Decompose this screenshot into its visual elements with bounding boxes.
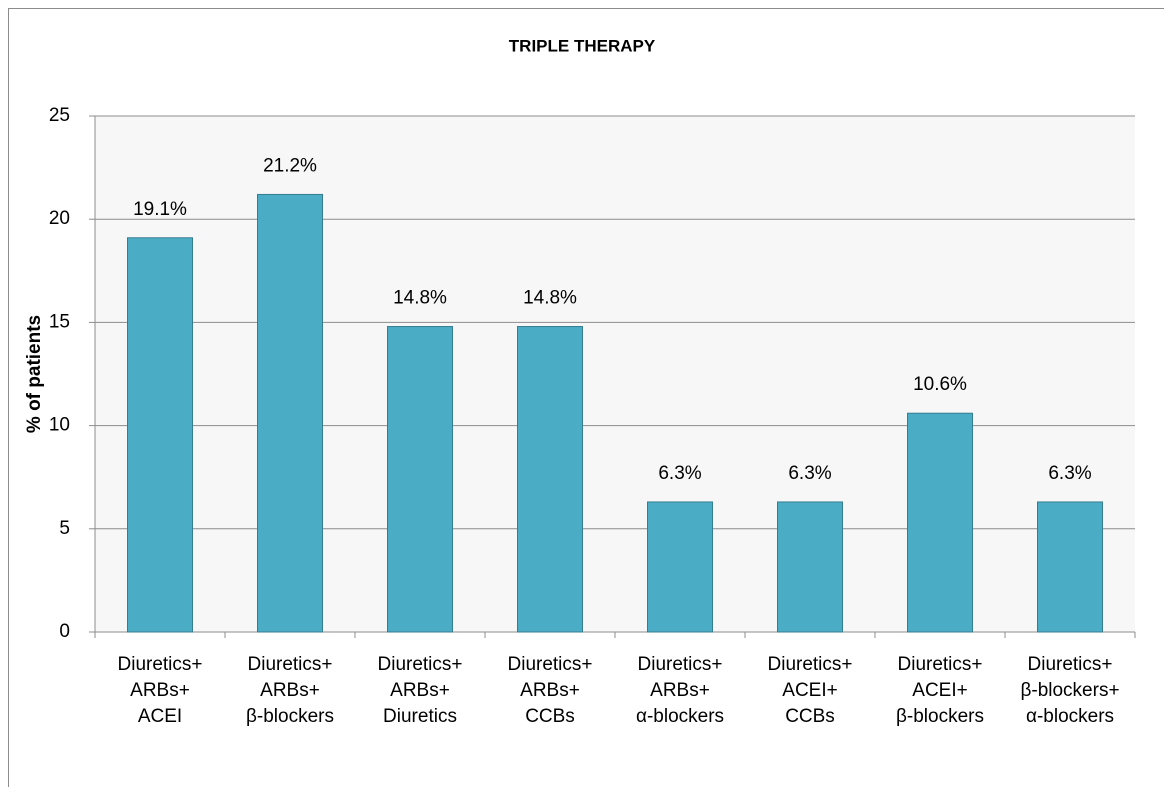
x-tick-label-line: Diuretics+ [508, 654, 593, 675]
x-tick-label-line: β-blockers [246, 706, 334, 727]
bar [127, 237, 193, 633]
x-tick-label-line: ARBs+ [520, 680, 580, 701]
x-tick-label-line: ACEI+ [912, 680, 967, 701]
x-tick-label-line: ACEI+ [782, 680, 837, 701]
data-label: 6.3% [658, 463, 701, 484]
y-tick-label: 0 [59, 621, 70, 642]
x-tick-label: Diuretics+ ACEI+ CCBs [768, 654, 853, 727]
x-tick-label-line: Diuretics+ [118, 654, 203, 675]
x-tick-label-line: β-blockers+ [1020, 680, 1119, 701]
x-tick-label-line: ARBs+ [260, 680, 320, 701]
x-tick-label: Diuretics+ ACEI+ β-blockers [896, 654, 984, 727]
x-tick-label-line: Diuretics [383, 706, 457, 727]
data-label: 19.1% [133, 199, 187, 220]
bar [777, 501, 843, 633]
y-tick-label: 20 [49, 208, 70, 229]
bar [1037, 501, 1103, 633]
data-label: 6.3% [1048, 463, 1091, 484]
data-label: 10.6% [913, 374, 967, 395]
y-axis-title: % of patients [24, 315, 45, 433]
x-tick-label-line: Diuretics+ [768, 654, 853, 675]
x-tick-label: Diuretics+ ARBs+ ACEI [118, 654, 203, 727]
y-tick-label: 25 [49, 105, 70, 126]
x-tick-label-line: β-blockers [896, 706, 984, 727]
bar [257, 193, 323, 633]
x-tick-label: Diuretics+ ARBs+ α-blockers [636, 654, 724, 727]
data-label: 6.3% [788, 463, 831, 484]
x-tick-label: Diuretics+ ARBs+ CCBs [508, 654, 593, 727]
x-tick-label-line: Diuretics+ [248, 654, 333, 675]
y-tick-label: 10 [49, 415, 70, 436]
x-tick-label: Diuretics+ β-blockers+ α-blockers [1020, 654, 1119, 727]
plot-area [95, 116, 1135, 632]
y-tick-label: 5 [59, 518, 70, 539]
x-tick-label-line: α-blockers [636, 706, 724, 727]
x-tick-label-line: ARBs+ [390, 680, 450, 701]
y-tick-label: 15 [49, 311, 70, 332]
bar [907, 412, 973, 633]
x-tick-label-line: CCBs [785, 706, 835, 727]
data-label: 14.8% [393, 288, 447, 309]
x-tick-label-line: Diuretics+ [378, 654, 463, 675]
x-tick-label-line: Diuretics+ [1028, 654, 1113, 675]
bar [647, 501, 713, 633]
bar [517, 326, 583, 633]
data-label: 14.8% [523, 288, 577, 309]
bar [387, 326, 453, 633]
x-tick-label-line: Diuretics+ [898, 654, 983, 675]
x-tick-label-line: ARBs+ [130, 680, 190, 701]
chart-title: TRIPLE THERAPY [509, 36, 656, 55]
x-tick-label-line: Diuretics+ [638, 654, 723, 675]
x-tick-label-line: CCBs [525, 706, 575, 727]
x-tick-label: Diuretics+ ARBs+ Diuretics [378, 654, 463, 727]
data-label: 21.2% [263, 155, 317, 176]
x-tick-label-line: ACEI [138, 706, 182, 727]
x-tick-label-line: ARBs+ [650, 680, 710, 701]
x-tick-label-line: α-blockers [1026, 706, 1114, 727]
x-tick-label: Diuretics+ ARBs+ β-blockers [246, 654, 334, 727]
